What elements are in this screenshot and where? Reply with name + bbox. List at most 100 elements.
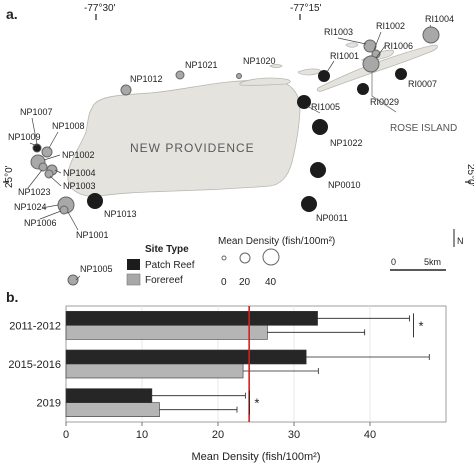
bar — [65, 325, 268, 340]
site-label-np1008: NP1008 — [52, 121, 85, 131]
significance-star: * — [419, 318, 424, 333]
cay-2 — [269, 64, 283, 68]
site-marker-np0010 — [310, 162, 326, 178]
rose-island-leader — [371, 72, 397, 113]
chart-error-bars — [151, 315, 430, 413]
site-marker-np1009 — [32, 143, 42, 153]
panel-b-letter: b. — [6, 289, 18, 305]
site-label-np1021: NP1021 — [185, 60, 218, 70]
bar — [65, 311, 318, 326]
site-marker-np1023 — [38, 162, 48, 172]
legend-forereef-swatch — [126, 273, 141, 286]
rose-island-label: ROSE ISLAND — [390, 123, 457, 134]
site-marker-ri1001 — [318, 70, 330, 82]
site-markers — [30, 26, 440, 286]
legend-circle-40 — [262, 248, 280, 266]
legend-density-40: 40 — [265, 277, 277, 288]
paradise-island — [239, 77, 291, 86]
legend-patch-swatch — [127, 259, 140, 270]
scale-bar: 0 5km — [390, 257, 446, 271]
site-label-np1024: NP1024 — [14, 202, 47, 212]
site-marker-np1020 — [236, 73, 242, 79]
site-label-ri0007: RI0007 — [408, 79, 437, 89]
north-arrow: N — [453, 229, 464, 247]
site-label-np1020: NP1020 — [243, 56, 276, 66]
bar — [65, 363, 244, 379]
lon-left-label: -77°30' — [84, 3, 116, 14]
site-marker-np0011 — [301, 196, 317, 212]
site-label-np1007: NP1007 — [20, 107, 53, 117]
athol-island — [297, 68, 322, 76]
site-label-np1022: NP1022 — [330, 138, 363, 148]
new-providence-label: NEW PROVIDENCE — [130, 141, 255, 155]
site-label-np1002: NP1002 — [62, 150, 95, 160]
significance-star: * — [254, 396, 259, 411]
site-label-np1012: NP1012 — [130, 74, 163, 84]
new-providence-island — [67, 79, 301, 197]
site-marker-ri0029 — [357, 83, 369, 95]
x-tick-label: 0 — [63, 429, 69, 441]
site-label-ri1005: RI1005 — [311, 102, 340, 112]
legend-patch-label: Patch Reef — [145, 260, 195, 271]
legend-circle-20 — [239, 252, 251, 264]
site-marker-np1006 — [59, 205, 69, 215]
site-labels: NP1007 NP1008 NP1009 NP1002 NP1004 NP102… — [8, 14, 454, 274]
site-marker-np1022 — [312, 119, 328, 135]
site-label-ri0029: RI0029 — [370, 97, 399, 107]
site-label-ri1006: RI1006 — [384, 41, 413, 51]
cay-1 — [345, 42, 359, 48]
site-marker-ri1004 — [422, 26, 440, 44]
map-legend: Site Type Patch Reef Forereef Mean Densi… — [126, 236, 335, 288]
x-tick-label: 40 — [364, 429, 376, 441]
site-label-ri1001: RI1001 — [330, 51, 359, 61]
north-label: N — [457, 236, 464, 246]
site-marker-np1008 — [41, 146, 53, 158]
site-label-np1003: NP1003 — [63, 181, 96, 191]
x-tick-label: 10 — [136, 429, 148, 441]
site-label-ri1002: RI1002 — [376, 21, 405, 31]
site-marker-np1003 — [44, 169, 54, 179]
site-marker-ri0007 — [395, 68, 407, 80]
site-label-np0010: NP0010 — [328, 180, 361, 190]
site-label-np1009: NP1009 — [8, 132, 41, 142]
scale-end-label: 5km — [424, 257, 441, 267]
legend-density-0: 0 — [221, 277, 227, 288]
site-marker-np1012 — [120, 84, 132, 96]
legend-density-title: Mean Density (fish/100m²) — [218, 236, 335, 247]
x-axis-label: Mean Density (fish/100m²) — [192, 451, 321, 463]
chart-bars — [65, 311, 318, 417]
category-label: 2015-2016 — [8, 359, 61, 371]
scale-start-label: 0 — [391, 257, 396, 267]
lat-right-label: 25°0' — [465, 164, 474, 187]
site-label-np1001: NP1001 — [76, 230, 109, 240]
site-leader-lines — [27, 24, 432, 281]
bar — [65, 349, 307, 365]
category-label: 2011-2012 — [9, 320, 61, 332]
site-label-ri1003: RI1003 — [324, 27, 353, 37]
lat-left-label: 25°0' — [4, 165, 15, 188]
legend-forereef-label: Forereef — [145, 275, 183, 286]
legend-circle-0 — [221, 255, 227, 261]
site-label-np1006: NP1006 — [24, 218, 57, 228]
chart-x-ticks: 0 10 20 30 40 — [63, 422, 376, 441]
site-label-np0011: NP0011 — [316, 213, 348, 223]
category-label: 2019 — [37, 398, 61, 410]
legend-site-type-title: Site Type — [145, 244, 189, 255]
site-marker-np1013 — [87, 193, 103, 209]
site-marker-ri1003 — [363, 39, 377, 53]
site-label-np1005: NP1005 — [80, 264, 113, 274]
site-label-np1004: NP1004 — [63, 168, 96, 178]
x-tick-label: 20 — [212, 429, 224, 441]
panel-a-letter: a. — [6, 6, 18, 22]
chart-category-labels: 2011-2012 2015-2016 2019 — [8, 320, 61, 409]
bar — [65, 402, 160, 417]
bar — [65, 388, 153, 403]
site-label-np1023: NP1023 — [18, 187, 51, 197]
site-marker-ri1006 — [362, 55, 380, 73]
site-label-ri1004: RI1004 — [425, 14, 454, 24]
significance-markers: ** — [248, 313, 424, 415]
lon-right-label: -77°15' — [290, 3, 322, 14]
legend-density-20: 20 — [239, 277, 251, 288]
site-marker-np1021 — [175, 70, 185, 80]
